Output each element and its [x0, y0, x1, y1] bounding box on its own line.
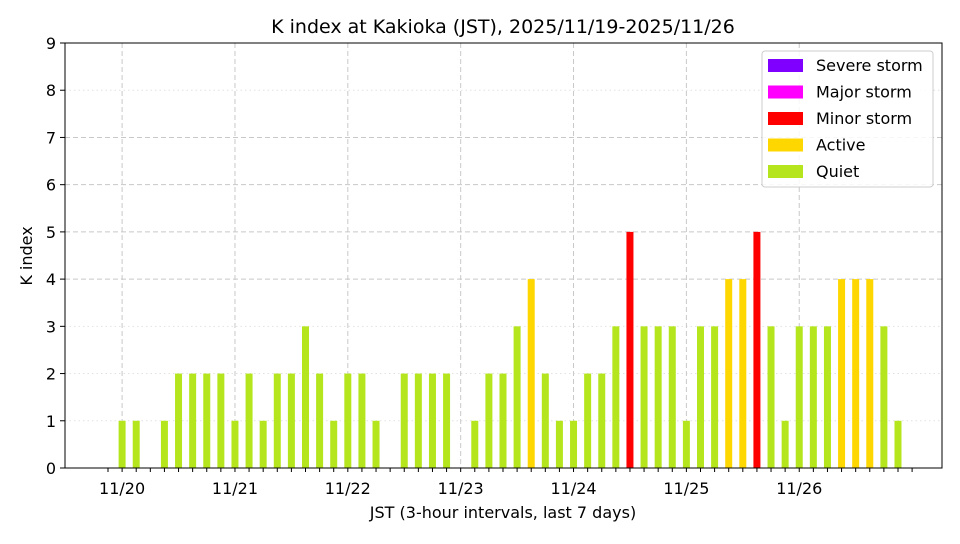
k-index-bar	[696, 326, 704, 468]
plot-frame	[64, 42, 943, 469]
k-index-bar	[513, 326, 521, 468]
k-index-bar	[668, 326, 676, 468]
k-index-bar	[287, 373, 295, 468]
k-index-bar	[443, 373, 451, 468]
k-index-bar	[541, 373, 549, 468]
k-index-bar	[809, 326, 817, 468]
k-index-bar	[344, 373, 352, 468]
x-axis: 11/20 11/21 11/22 11/23 11/24 11/25 11/26	[99, 468, 913, 498]
y-tick-label: 3	[46, 317, 56, 336]
legend-swatch	[768, 112, 803, 125]
k-index-bar	[330, 420, 338, 468]
k-index-bar	[471, 420, 479, 468]
legend-label: Quiet	[816, 162, 859, 181]
legend: Severe storm Major storm Minor storm Active…	[761, 50, 934, 188]
legend-label: Major storm	[816, 83, 912, 102]
k-index-bar	[301, 326, 309, 468]
k-index-bar	[358, 373, 366, 468]
x-tick-label: 11/20	[99, 479, 145, 498]
k-index-bar	[767, 326, 775, 468]
k-index-bar	[570, 420, 578, 468]
x-tick-label: 11/23	[438, 479, 484, 498]
k-index-bar	[640, 326, 648, 468]
k-index-bar	[739, 279, 747, 468]
k-index-bar	[612, 326, 620, 468]
k-index-bar	[711, 326, 719, 468]
k-index-bar	[838, 279, 846, 468]
k-index-bar	[584, 373, 592, 468]
x-tick-label: 11/26	[776, 479, 822, 498]
k-index-bar	[598, 373, 606, 468]
bars	[118, 231, 902, 468]
y-tick-label: 6	[46, 176, 56, 195]
legend-swatch	[768, 165, 803, 178]
k-index-bar	[231, 420, 239, 468]
k-index-bar	[880, 326, 888, 468]
y-tick-label: 1	[46, 412, 56, 431]
legend-box	[761, 50, 934, 188]
x-axis-label: JST (3-hour intervals, last 7 days)	[369, 503, 636, 522]
y-tick-label: 0	[46, 459, 56, 478]
k-index-bar	[217, 373, 225, 468]
x-tick-label: 11/21	[212, 479, 258, 498]
k-index-bar	[795, 326, 803, 468]
k-index-bar	[189, 373, 197, 468]
k-index-bar	[852, 279, 860, 468]
k-index-bar	[753, 231, 761, 468]
y-tick-label: 9	[46, 34, 56, 53]
k-index-bar	[866, 279, 874, 468]
k-index-bar	[160, 420, 168, 468]
chart-title: K index at Kakioka (JST), 2025/11/19-202…	[271, 16, 735, 38]
legend-label: Minor storm	[816, 109, 912, 128]
k-index-bar	[273, 373, 281, 468]
k-index-bar	[259, 420, 267, 468]
k-index-bar	[781, 420, 789, 468]
k-index-bar	[175, 373, 183, 468]
k-index-bar	[132, 420, 140, 468]
k-index-bar	[118, 420, 126, 468]
k-index-bar	[725, 279, 733, 468]
y-tick-label: 4	[46, 270, 56, 289]
k-index-bar	[372, 420, 380, 468]
x-tick-label: 11/22	[325, 479, 371, 498]
y-axis-label: K index	[17, 226, 36, 285]
k-index-bar	[203, 373, 211, 468]
x-tick-label: 11/25	[663, 479, 709, 498]
k-index-bar	[400, 373, 408, 468]
k-index-bar	[654, 326, 662, 468]
legend-swatch	[768, 85, 803, 99]
k-index-bar	[414, 373, 422, 468]
y-axis: 0 1 2 3 4 5 6 7 8 9	[46, 34, 65, 478]
legend-label: Severe storm	[816, 56, 923, 75]
y-tick-label: 7	[46, 128, 56, 147]
legend-label: Active	[816, 136, 866, 155]
k-index-bar	[499, 373, 507, 468]
k-index-bar	[894, 420, 902, 468]
x-tick-label: 11/24	[550, 479, 596, 498]
k-index-bar	[316, 373, 324, 468]
k-index-bar	[555, 420, 563, 468]
k-index-bar	[245, 373, 253, 468]
k-index-bar	[682, 420, 690, 468]
k-index-bar	[527, 279, 535, 468]
y-tick-label: 8	[46, 81, 56, 100]
k-index-bar	[485, 373, 493, 468]
k-index-bar	[823, 326, 831, 468]
legend-swatch	[768, 59, 803, 72]
k-index-bar	[428, 373, 436, 468]
legend-swatch	[768, 138, 803, 152]
k-index-bar	[626, 231, 634, 468]
y-tick-label: 5	[46, 223, 56, 242]
y-tick-label: 2	[46, 365, 56, 384]
